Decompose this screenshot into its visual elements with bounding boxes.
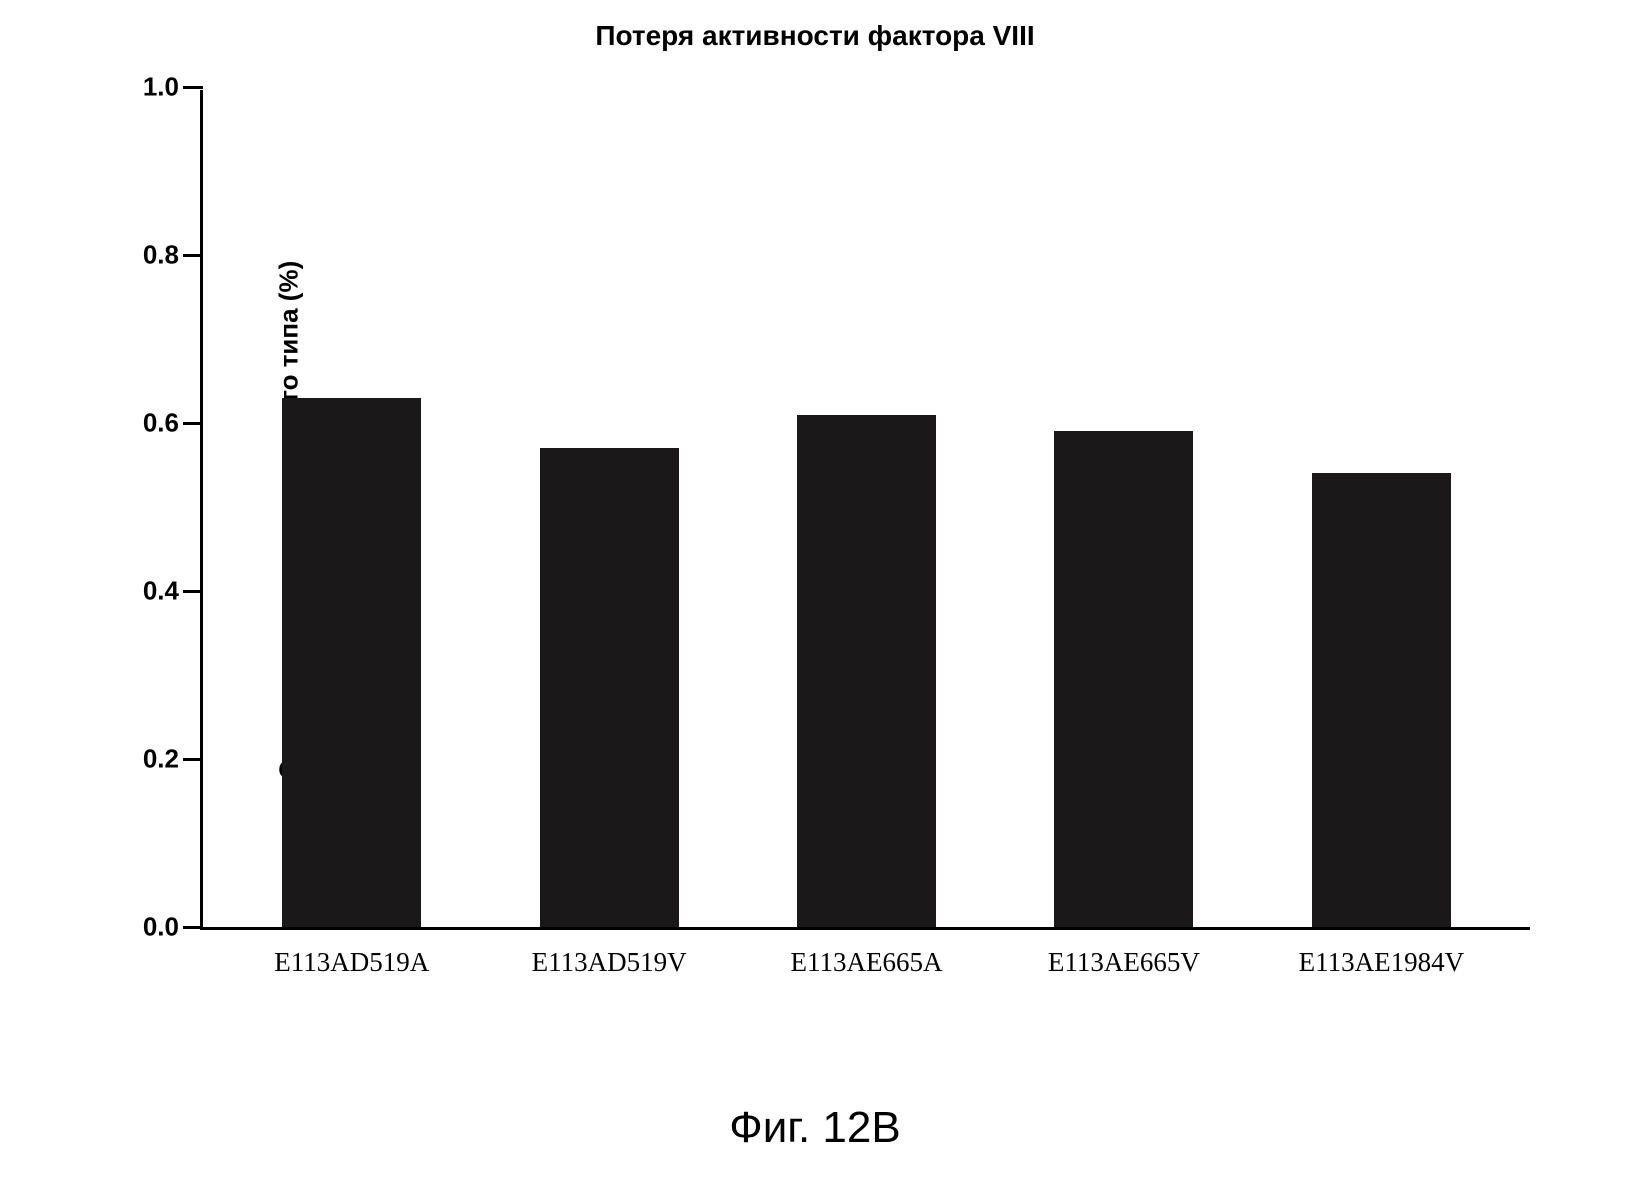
y-tick (183, 86, 203, 89)
y-tick-label: 0.2 (143, 744, 179, 775)
bars-group: E113AD519AE113AD519VE113AE665AE113AE665V… (203, 90, 1530, 927)
bar-slot: E113AD519A (223, 90, 480, 927)
y-tick-label: 0.6 (143, 408, 179, 439)
y-tick (183, 254, 203, 257)
y-tick-label: 0.0 (143, 912, 179, 943)
x-tick-label: E113AE1984V (1299, 947, 1464, 978)
x-tick-label: E113AE665V (1048, 947, 1200, 978)
plot-area: E113AD519AE113AD519VE113AE665AE113AE665V… (200, 90, 1530, 930)
y-tick (183, 758, 203, 761)
bar (282, 398, 421, 927)
y-tick (183, 422, 203, 425)
bar-slot: E113AE665V (995, 90, 1252, 927)
bar-slot: E113AE665A (738, 90, 995, 927)
x-tick-label: E113AD519V (532, 947, 687, 978)
bar (797, 415, 936, 927)
bar (1054, 431, 1193, 927)
x-tick-label: E113AD519A (274, 947, 429, 978)
y-tick-label: 0.4 (143, 576, 179, 607)
x-tick-label: E113AE665A (791, 947, 943, 978)
bar (1312, 473, 1451, 927)
chart-title: Потеря активности фактора VIII (80, 20, 1550, 52)
bar-slot: E113AD519V (480, 90, 737, 927)
y-tick-label: 1.0 (143, 72, 179, 103)
bar-slot: E113AE1984V (1253, 90, 1510, 927)
figure-caption: Фиг. 12B (0, 1103, 1630, 1153)
y-tick (183, 590, 203, 593)
y-tick (183, 926, 203, 929)
y-tick-label: 0.8 (143, 240, 179, 271)
bar (540, 448, 679, 927)
chart-container: Потеря активности фактора VIII Скорость … (80, 20, 1550, 1020)
